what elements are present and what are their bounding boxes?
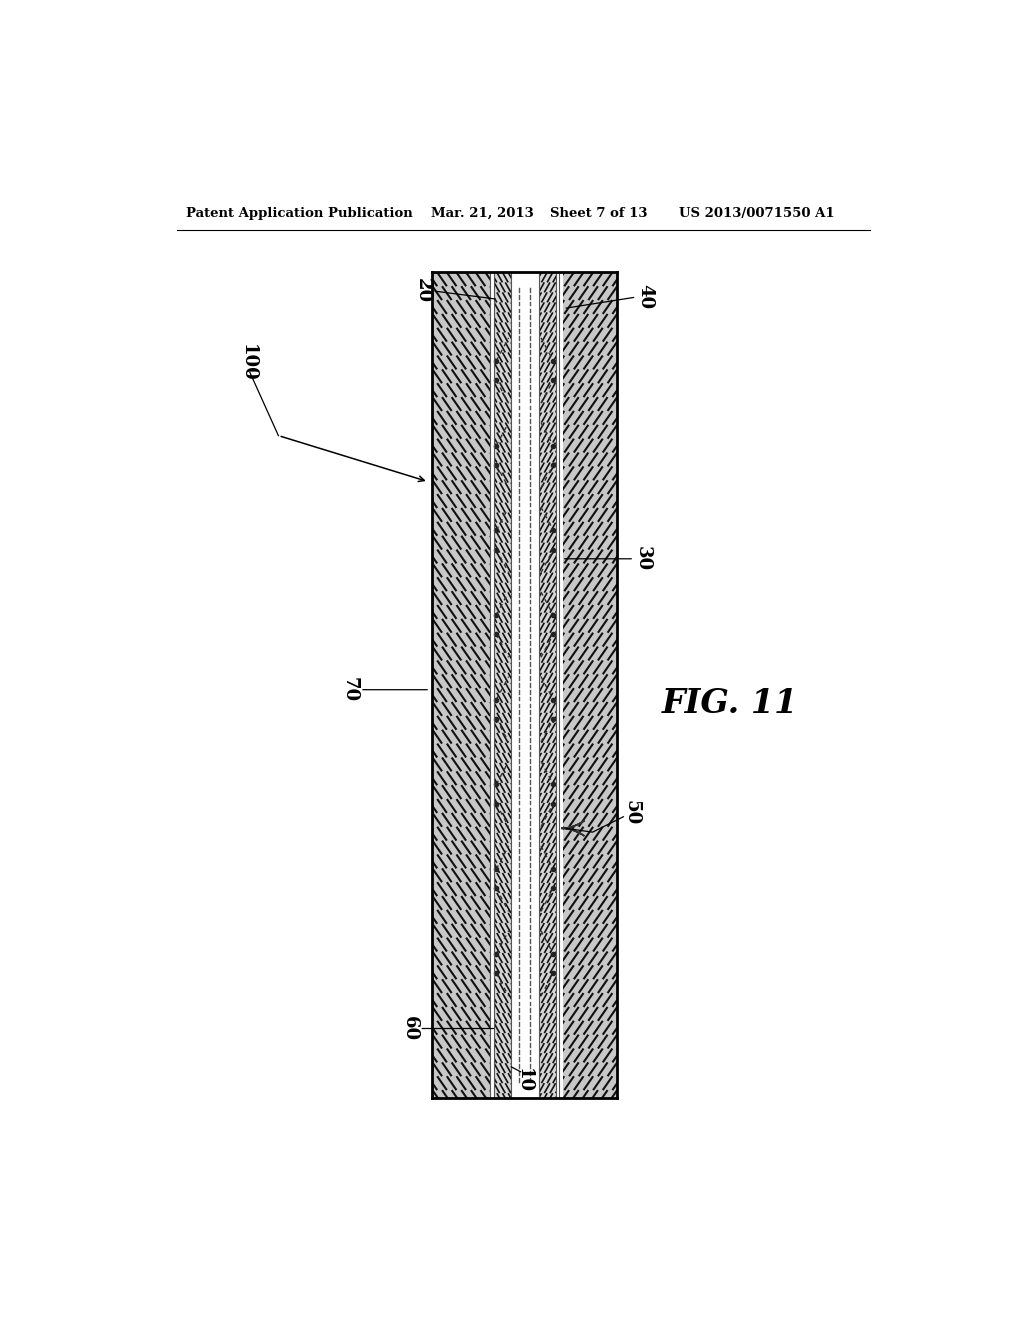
Bar bbox=[559, 272, 617, 1098]
Text: Patent Application Publication: Patent Application Publication bbox=[186, 207, 413, 220]
Text: FIG. 11: FIG. 11 bbox=[662, 686, 799, 719]
Text: Sheet 7 of 13: Sheet 7 of 13 bbox=[550, 207, 648, 220]
Text: 70: 70 bbox=[341, 677, 359, 702]
Bar bbox=[511, 272, 539, 1098]
Text: 50: 50 bbox=[622, 800, 640, 825]
Text: 60: 60 bbox=[401, 1016, 419, 1041]
Bar bbox=[494, 272, 511, 1098]
Bar bbox=[490, 272, 494, 1098]
Text: 10: 10 bbox=[514, 1068, 532, 1093]
Text: Mar. 21, 2013: Mar. 21, 2013 bbox=[431, 207, 534, 220]
Text: US 2013/0071550 A1: US 2013/0071550 A1 bbox=[679, 207, 835, 220]
Text: 20: 20 bbox=[414, 279, 432, 304]
Polygon shape bbox=[561, 821, 585, 836]
Bar bbox=[432, 272, 490, 1098]
Text: 100: 100 bbox=[239, 343, 257, 381]
Bar bbox=[539, 272, 556, 1098]
Text: 40: 40 bbox=[636, 284, 654, 310]
Text: 30: 30 bbox=[634, 546, 651, 572]
Bar bbox=[559, 272, 563, 1098]
